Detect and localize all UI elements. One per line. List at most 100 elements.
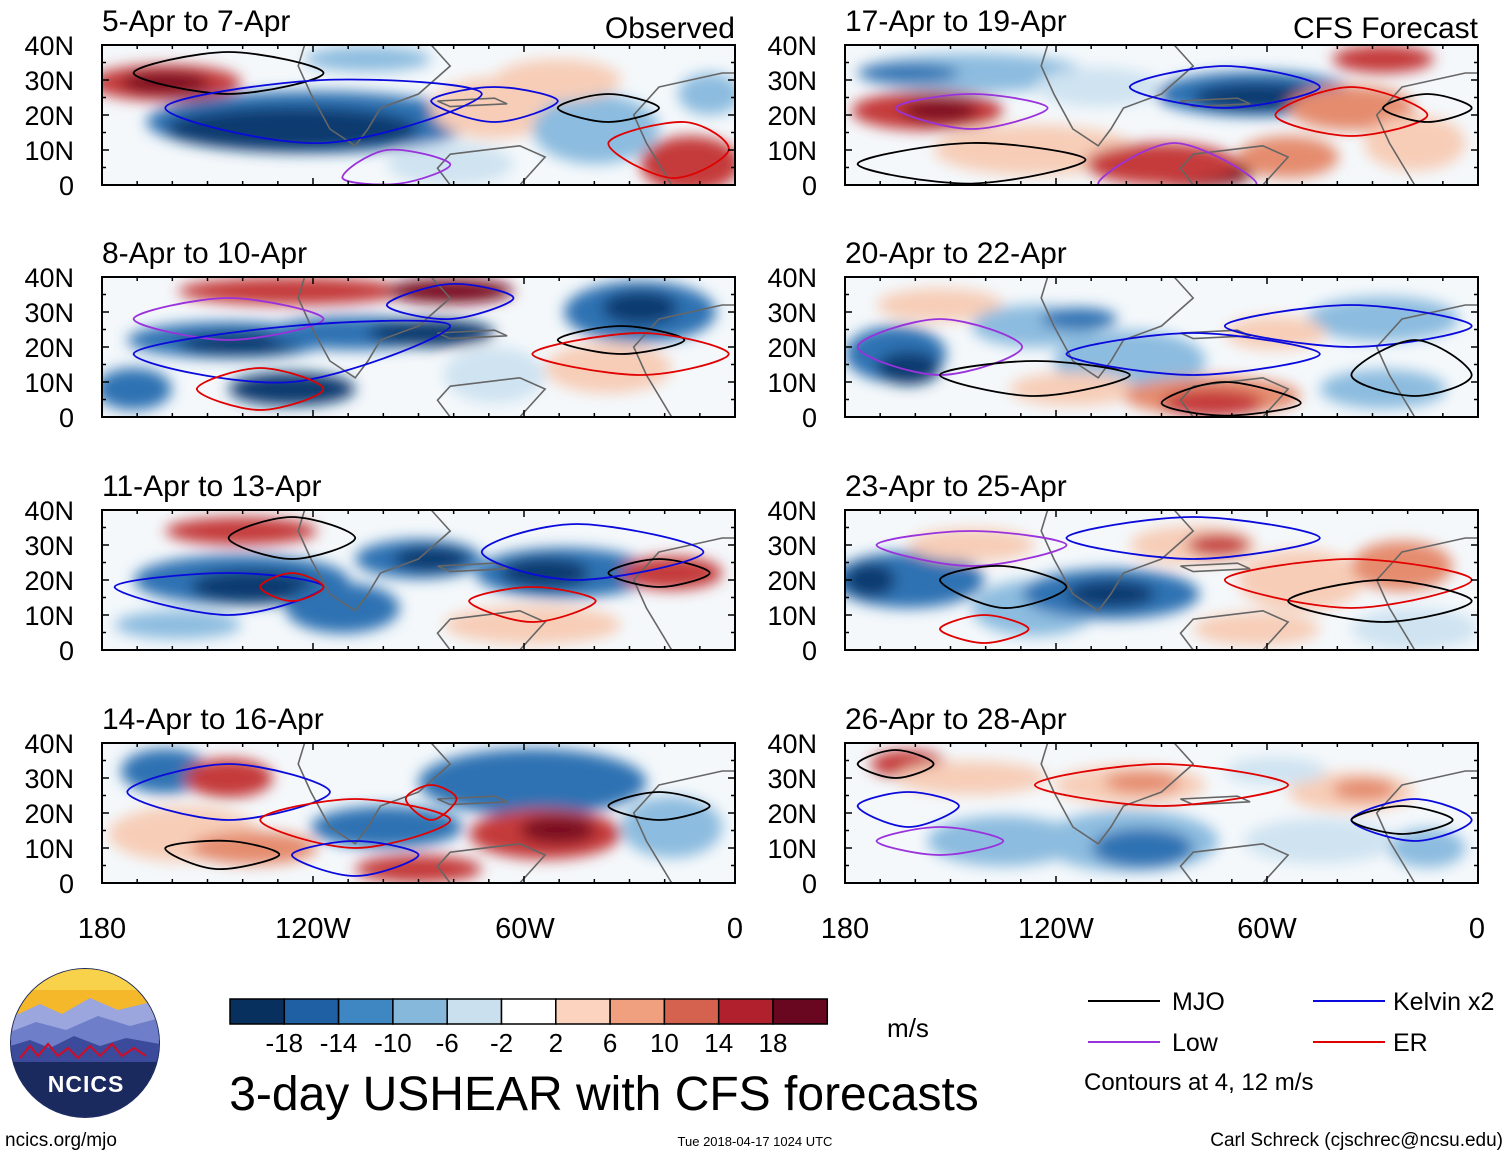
- coastline: [297, 45, 452, 147]
- wave-contour: [607, 791, 711, 821]
- colorbar-tick-label: -14: [320, 1028, 358, 1058]
- website-link[interactable]: ncics.org/mjo: [5, 1130, 117, 1151]
- shear-anomaly-blob: [304, 46, 432, 72]
- map-panel: 40N 30N 20N 10N 0 20-Apr to 22-Apr: [767, 237, 1479, 433]
- coastline: [437, 329, 508, 340]
- lon-label-60w: 60W: [495, 913, 555, 945]
- wave-contour: [939, 565, 1068, 609]
- coastline: [1180, 562, 1251, 573]
- lat-label: 10N: [767, 136, 817, 166]
- lon-axis-left: 180 120W 60W 0: [78, 913, 743, 945]
- wave-contour: [939, 360, 1131, 397]
- wave-contour: [531, 332, 730, 376]
- wave-contour: [1065, 332, 1321, 376]
- coastline: [1180, 795, 1251, 806]
- coastline: [632, 304, 735, 417]
- wave-contour: [1097, 142, 1258, 185]
- shear-anomaly-blob: [519, 815, 596, 844]
- lat-label: 10N: [767, 834, 817, 864]
- wave-contour: [1128, 65, 1321, 109]
- author-credit: Carl Schreck (cjschrec@ncsu.edu): [1210, 1130, 1503, 1151]
- wave-contour: [1033, 763, 1290, 807]
- shear-anomaly-blob: [602, 291, 679, 325]
- shear-anomaly-blob: [1307, 296, 1460, 342]
- shear-anomaly-blob: [678, 73, 735, 115]
- lat-label: 40N: [24, 496, 74, 526]
- timestamp: Tue 2018-04-17 1024 UTC: [678, 1134, 833, 1149]
- colorbar-tick-label: 2: [549, 1028, 563, 1058]
- colorbar-swatch: [500, 998, 557, 1025]
- shear-anomaly-blob: [443, 347, 546, 403]
- lat-label: 0: [59, 869, 74, 899]
- coastline: [1040, 277, 1195, 379]
- shear-anomaly-blob: [1224, 757, 1327, 785]
- colorbar-swatch: [555, 998, 611, 1025]
- lon-label-0: 0: [727, 913, 743, 945]
- lat-label: 10N: [24, 601, 74, 631]
- map-panel: 40N 30N 20N 10N 0 17-Apr to 19-Apr CFS Forecas…: [767, 5, 1479, 201]
- map-panel: 40N 30N 20N 10N 0 23-Apr to 25-Apr: [767, 470, 1479, 666]
- shear-anomaly-blob: [165, 517, 318, 545]
- coastline: [297, 743, 452, 845]
- coastline: [297, 277, 452, 379]
- legend-label-kelvin: Kelvin x2: [1393, 988, 1494, 1016]
- shear-anomaly-blob: [1351, 608, 1478, 650]
- coastline: [1040, 510, 1195, 612]
- shear-anomaly-blob: [1332, 45, 1434, 73]
- shear-anomaly-blob: [857, 63, 959, 83]
- shear-anomaly-blob: [393, 546, 470, 572]
- shear-anomaly-blob: [1041, 307, 1118, 331]
- map-panel: 40N 30N 20N 10N 0 5-Apr to 7-Apr Observed: [24, 5, 736, 201]
- wave-contour: [1350, 798, 1473, 842]
- colorbar: -18 -14 -10 -6 -2 2 6 10 14 18: [229, 998, 829, 1058]
- wave-contour: [1287, 579, 1473, 623]
- wave-contour: [1382, 93, 1473, 123]
- colorbar-swatch: [717, 998, 774, 1025]
- coastline: [437, 795, 508, 806]
- shear-anomaly-blob: [1224, 316, 1327, 350]
- lat-label: 30N: [24, 298, 74, 328]
- shear-anomaly-blob: [1104, 771, 1181, 794]
- map-field: [845, 510, 1478, 650]
- colorbar-swatch: [772, 998, 829, 1025]
- shear-anomaly-blob: [1288, 85, 1415, 131]
- shear-anomaly-blob: [857, 53, 1086, 93]
- wave-contour: [856, 791, 960, 828]
- legend-label-er: ER: [1393, 1029, 1428, 1057]
- lat-label: 30N: [767, 531, 817, 561]
- map-field: [102, 277, 735, 417]
- shear-anomaly-blob: [310, 806, 463, 848]
- shear-anomaly-blob: [165, 106, 419, 152]
- shear-anomaly-blob: [1034, 67, 1162, 107]
- colorbar-swatch: [663, 998, 720, 1025]
- shear-anomaly-blob: [177, 277, 406, 305]
- shear-anomaly-blob: [1319, 369, 1447, 409]
- coastline: [1375, 537, 1478, 650]
- lat-label: 30N: [24, 66, 74, 96]
- coastline: [1040, 743, 1195, 845]
- shear-anomaly-blob: [367, 319, 495, 347]
- shear-anomaly-blob: [908, 528, 1035, 562]
- legend-label-mjo: MJO: [1172, 988, 1225, 1016]
- shear-anomaly-blob: [228, 372, 356, 406]
- legend-label-low: Low: [1172, 1029, 1219, 1057]
- map-field: [102, 510, 735, 650]
- coastline: [632, 72, 735, 185]
- shear-anomaly-blob: [532, 94, 660, 164]
- map-panel: 40N 30N 20N 10N 0 11-Apr to 13-Apr: [24, 470, 736, 666]
- shear-anomaly-blob: [120, 71, 210, 95]
- shear-anomaly-blob: [355, 855, 482, 883]
- shear-anomaly-blob: [901, 99, 978, 123]
- lat-label: 30N: [767, 298, 817, 328]
- shear-anomaly-blob: [1351, 540, 1453, 592]
- wave-contour: [259, 572, 325, 602]
- shear-anomaly-blob: [190, 831, 318, 865]
- lat-label: 30N: [767, 66, 817, 96]
- lat-label: 20N: [24, 799, 74, 829]
- wave-contour: [607, 558, 711, 588]
- lat-label: 0: [802, 636, 817, 666]
- wave-contour: [259, 798, 452, 849]
- colorbar-tick-label: -18: [266, 1028, 304, 1058]
- colorbar-tick-label: -6: [436, 1028, 459, 1058]
- colorbar-swatch: [337, 998, 394, 1025]
